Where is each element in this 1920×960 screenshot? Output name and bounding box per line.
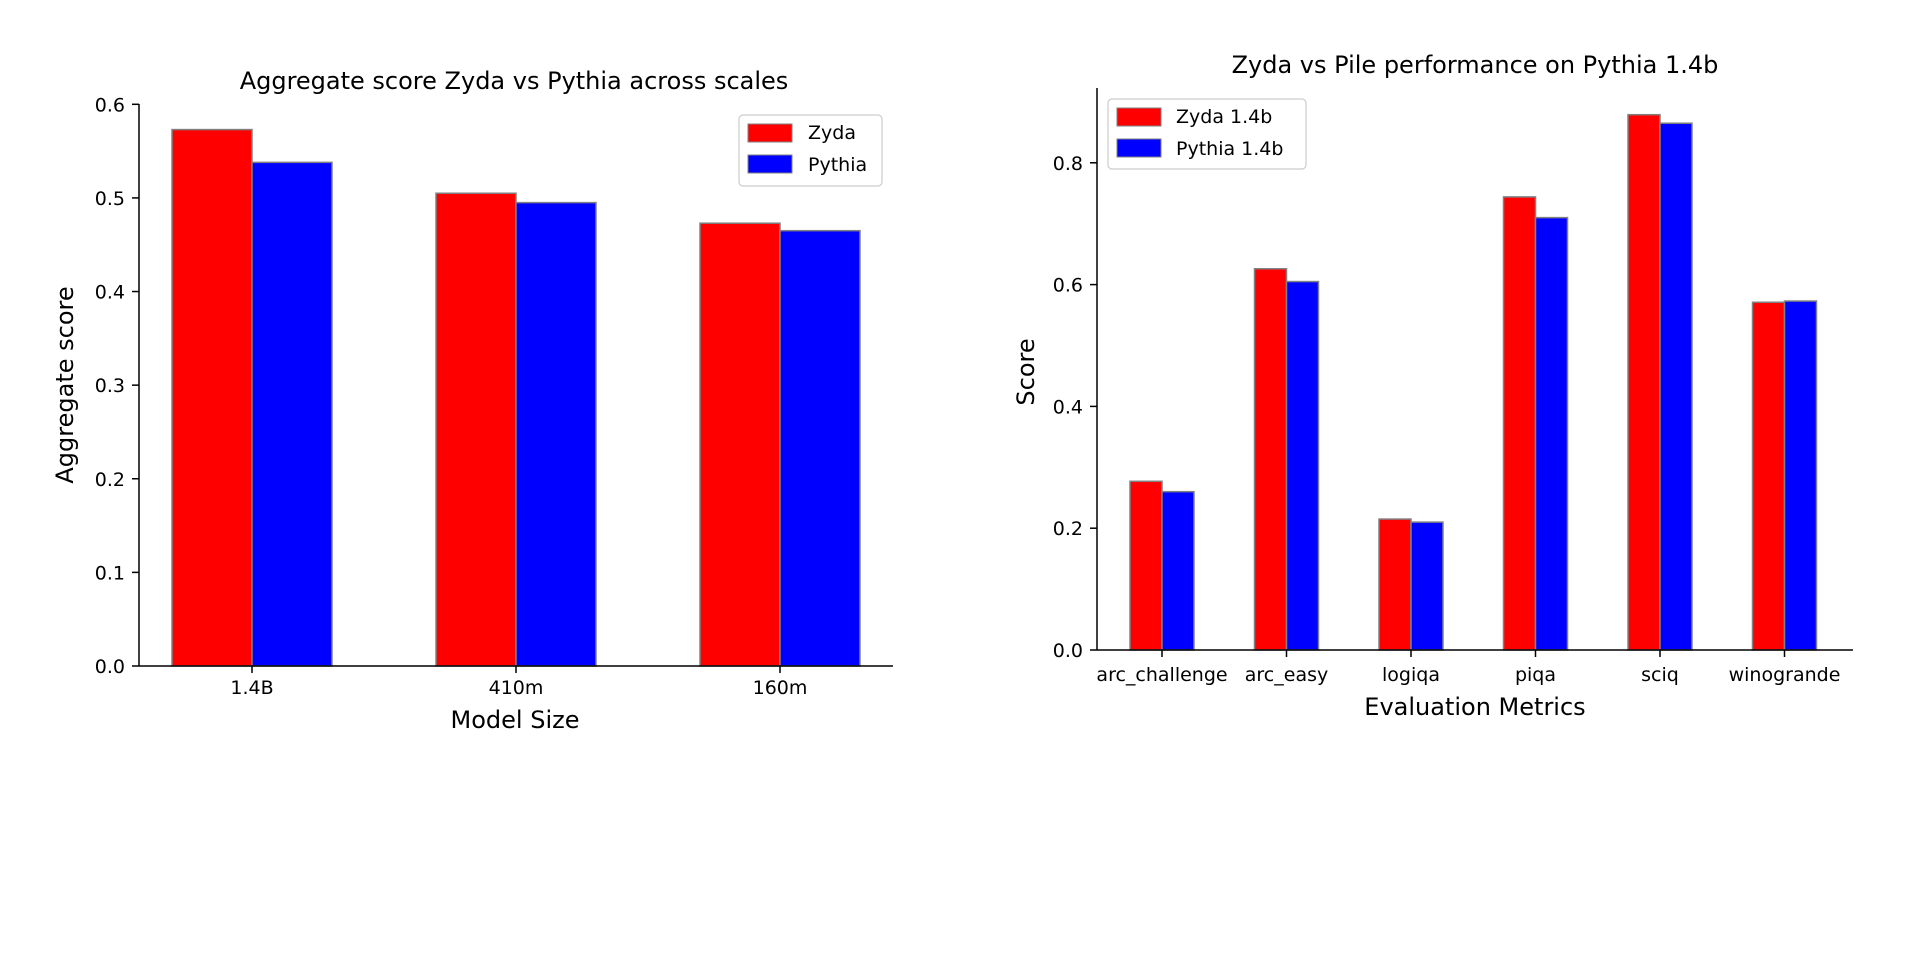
bar-pythia-160m	[779, 229, 861, 667]
x-tick-label: sciq	[1641, 664, 1679, 686]
y-tick-label: 0.6	[95, 94, 125, 116]
y-tick-label: 0.6	[1053, 275, 1083, 297]
legend-entry: Pythia	[808, 154, 867, 176]
bar-pythia-1.4b-arc_easy	[1285, 280, 1320, 651]
legend-entry: Zyda 1.4b	[1176, 106, 1272, 128]
x-tick-label: logiqa	[1382, 664, 1440, 686]
x-ticks: arc_challenge arc_easy logiqa piqa sciq winog…	[1096, 650, 1840, 686]
bar-zyda-1.4b-piqa	[1502, 196, 1537, 651]
legend-swatch	[747, 123, 793, 143]
x-tick-label: arc_challenge	[1096, 664, 1227, 686]
bar-pythia-1.4b-logiqa	[1410, 521, 1444, 651]
bar-zyda-1.4b-logiqa	[1378, 518, 1412, 651]
y-tick-label: 0.3	[95, 375, 125, 397]
bar-zyda-1.4b	[171, 128, 253, 667]
bars	[171, 128, 861, 667]
x-axis-label: Model Size	[451, 706, 580, 734]
chart-title: Zyda vs Pile performance on Pythia 1.4b	[1232, 51, 1719, 79]
bar-zyda-1.4b-arc_easy	[1253, 268, 1288, 651]
legend-swatch	[747, 154, 793, 174]
x-tick-label: winogrande	[1729, 664, 1841, 686]
legend-swatch	[1116, 107, 1162, 127]
x-axis-label: Evaluation Metrics	[1364, 693, 1585, 721]
chart-pythia-1.4b-performance: Zyda vs Pile performance on Pythia 1.4b …	[1012, 51, 1853, 721]
x-tick-label: 410m	[489, 677, 544, 699]
y-tick-label: 0.0	[95, 656, 125, 678]
y-tick-label: 0.1	[95, 562, 125, 584]
legend-swatch	[1116, 138, 1162, 158]
bar-pythia-1.4b-arc_challenge	[1161, 490, 1195, 651]
y-tick-label: 0.4	[95, 282, 125, 304]
bar-zyda-1.4b-arc_challenge	[1129, 480, 1163, 651]
legend: Zyda 1.4b Pythia 1.4b	[1107, 98, 1307, 170]
bar-zyda-1.4b-sciq	[1627, 113, 1661, 651]
bar-zyda-160m	[699, 222, 781, 667]
bar-zyda-1.4b-winogrande	[1751, 301, 1786, 651]
y-ticks: 0.0 0.2 0.4 0.6 0.8	[1053, 153, 1097, 662]
bar-pythia-1.4b	[251, 161, 333, 667]
y-ticks: 0.0 0.1 0.2 0.3 0.4 0.5 0.6	[95, 94, 139, 678]
legend-entry: Zyda	[808, 122, 856, 144]
y-tick-label: 0.2	[95, 469, 125, 491]
x-tick-label: 1.4B	[230, 677, 273, 699]
chart-title: Aggregate score Zyda vs Pythia across sc…	[240, 67, 789, 95]
legend-entry: Pythia 1.4b	[1176, 138, 1283, 160]
bar-pythia-1.4b-sciq	[1659, 122, 1693, 651]
bar-zyda-410m	[435, 192, 517, 667]
y-tick-label: 0.0	[1053, 640, 1083, 662]
legend: Zyda Pythia	[738, 114, 883, 187]
y-tick-label: 0.8	[1053, 153, 1083, 175]
x-ticks: 1.4B 410m 160m	[230, 666, 807, 699]
x-tick-label: piqa	[1515, 664, 1556, 686]
y-tick-label: 0.4	[1053, 396, 1083, 418]
x-tick-label: arc_easy	[1245, 664, 1328, 686]
y-axis-label: Aggregate score	[51, 286, 79, 483]
y-axis-label: Score	[1012, 338, 1040, 405]
bar-pythia-410m	[515, 201, 597, 667]
y-tick-label: 0.5	[95, 188, 125, 210]
bars	[1129, 113, 1818, 651]
bar-pythia-1.4b-piqa	[1534, 216, 1569, 651]
y-tick-label: 0.2	[1053, 518, 1083, 540]
bar-pythia-1.4b-winogrande	[1783, 300, 1818, 651]
chart-aggregate-score: Aggregate score Zyda vs Pythia across sc…	[51, 67, 893, 734]
x-tick-label: 160m	[753, 677, 808, 699]
